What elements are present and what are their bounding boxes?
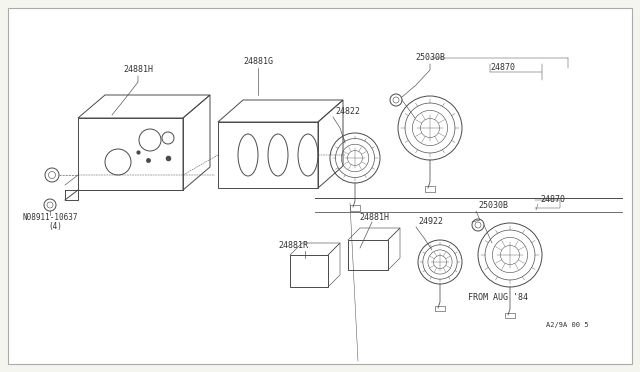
- Text: 24881G: 24881G: [243, 58, 273, 67]
- Bar: [505, 313, 515, 318]
- Text: 25030B: 25030B: [478, 202, 508, 211]
- Bar: [435, 306, 445, 311]
- Text: A2/9A 00 5: A2/9A 00 5: [546, 322, 589, 328]
- Text: 24881H: 24881H: [359, 212, 389, 221]
- Text: 24822: 24822: [335, 108, 360, 116]
- Text: N08911-10637: N08911-10637: [22, 214, 77, 222]
- Text: 24870: 24870: [490, 64, 515, 73]
- Text: 24922: 24922: [418, 218, 443, 227]
- Bar: [425, 186, 435, 192]
- Text: 24881H: 24881H: [123, 65, 153, 74]
- Text: 25030B: 25030B: [415, 54, 445, 62]
- Text: 24881R: 24881R: [278, 241, 308, 250]
- Text: 24870: 24870: [540, 196, 565, 205]
- Bar: [350, 205, 360, 211]
- Text: FROM AUG '84: FROM AUG '84: [468, 294, 528, 302]
- Text: (4): (4): [48, 222, 62, 231]
